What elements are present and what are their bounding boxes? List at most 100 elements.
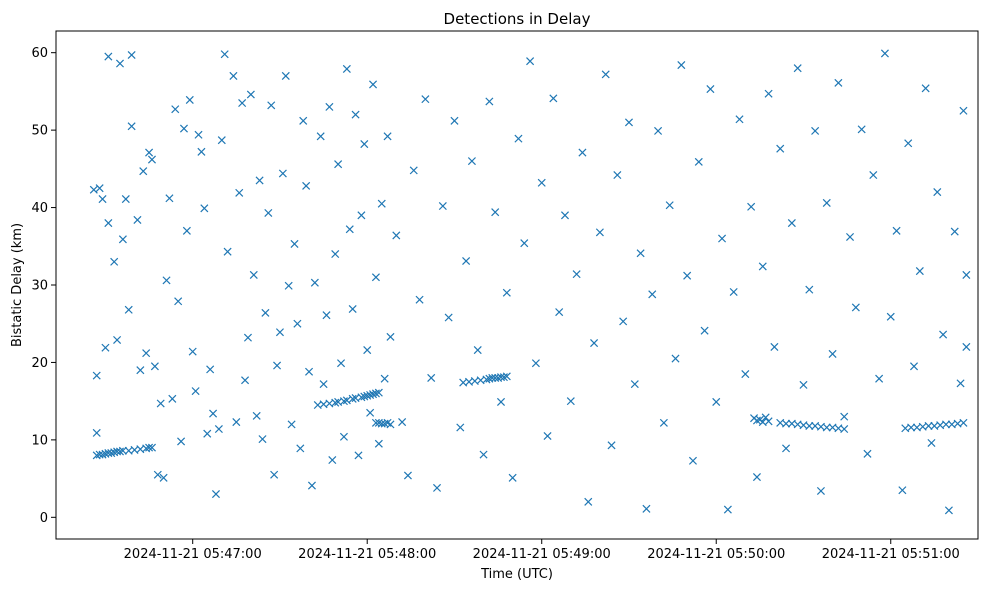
data-point-scatter bbox=[822, 198, 831, 207]
data-point-scatter bbox=[371, 273, 380, 282]
data-point-scatter bbox=[467, 157, 476, 166]
data-point-scatter bbox=[171, 105, 180, 114]
data-point-scatter bbox=[299, 116, 308, 125]
data-point-scatter bbox=[933, 188, 942, 197]
data-point-scatter bbox=[267, 101, 276, 110]
data-point-scatter bbox=[287, 420, 296, 429]
data-point-scatter bbox=[206, 365, 215, 374]
data-point-track bbox=[752, 416, 761, 425]
data-point-scatter bbox=[188, 347, 197, 356]
data-point-scatter bbox=[456, 423, 465, 432]
data-point-scatter bbox=[104, 219, 113, 228]
data-point-scatter bbox=[630, 380, 639, 389]
data-point-scatter bbox=[793, 64, 802, 73]
data-point-scatter bbox=[654, 126, 663, 135]
data-point-scatter bbox=[659, 418, 668, 427]
data-point-scatter bbox=[203, 429, 212, 438]
data-point-scatter bbox=[290, 239, 299, 248]
data-point-scatter bbox=[366, 408, 375, 417]
data-point-scatter bbox=[101, 343, 110, 352]
data-point-scatter bbox=[302, 181, 311, 190]
data-point-scatter bbox=[601, 70, 610, 79]
data-point-scatter bbox=[354, 451, 363, 460]
data-point-scatter bbox=[174, 297, 183, 306]
data-point-track bbox=[342, 396, 351, 405]
data-point-track bbox=[924, 421, 933, 430]
data-point-scatter bbox=[133, 215, 142, 224]
data-point-track bbox=[822, 423, 831, 432]
data-point-track bbox=[374, 388, 383, 397]
data-points bbox=[89, 49, 971, 515]
data-point-scatter bbox=[142, 349, 151, 358]
data-point-track bbox=[360, 392, 369, 401]
data-point-scatter bbox=[168, 394, 177, 403]
data-point-scatter bbox=[281, 71, 290, 80]
data-point-scatter bbox=[252, 411, 261, 420]
data-point-scatter bbox=[834, 78, 843, 87]
y-axis: 0 10 20 30 40 50 60 bbox=[31, 46, 56, 526]
data-point-scatter bbox=[473, 346, 482, 355]
y-tick-label: 10 bbox=[31, 433, 48, 448]
data-point-scatter bbox=[491, 208, 500, 217]
data-point-scatter bbox=[531, 359, 540, 368]
data-point-scatter bbox=[485, 97, 494, 106]
data-point-scatter bbox=[537, 178, 546, 187]
data-point-scatter bbox=[209, 409, 218, 418]
data-point-scatter bbox=[278, 169, 287, 178]
data-point-scatter bbox=[560, 211, 570, 220]
data-point-scatter bbox=[145, 148, 154, 157]
data-point-scatter bbox=[959, 106, 968, 115]
data-point-scatter bbox=[764, 89, 773, 98]
data-point-scatter bbox=[770, 342, 779, 351]
data-point-scatter bbox=[211, 490, 220, 499]
x-tick-label: 2024-11-21 05:51:00 bbox=[822, 547, 960, 562]
data-point-scatter bbox=[869, 171, 878, 180]
data-point-scatter bbox=[840, 412, 849, 421]
data-point-track bbox=[371, 389, 380, 398]
y-tick-label: 50 bbox=[31, 124, 48, 139]
data-point-scatter bbox=[127, 50, 136, 60]
data-point-scatter bbox=[502, 288, 511, 297]
data-point-scatter bbox=[348, 304, 357, 314]
data-point-scatter bbox=[636, 249, 645, 258]
data-point-scatter bbox=[904, 139, 913, 148]
data-point-track bbox=[761, 413, 770, 422]
data-point-scatter bbox=[162, 276, 171, 285]
data-point-scatter bbox=[136, 366, 145, 375]
data-point-scatter bbox=[863, 449, 872, 458]
data-point-scatter bbox=[334, 160, 343, 169]
data-point-track bbox=[502, 372, 511, 381]
data-point-scatter bbox=[392, 231, 401, 240]
data-point-scatter bbox=[110, 257, 119, 266]
data-point-track bbox=[941, 420, 951, 429]
data-point-scatter bbox=[104, 52, 113, 61]
data-point-scatter bbox=[520, 239, 529, 248]
data-point-scatter bbox=[115, 59, 125, 68]
data-point-scatter bbox=[156, 399, 165, 408]
data-point-scatter bbox=[217, 136, 226, 145]
data-point-scatter bbox=[939, 330, 948, 339]
data-point-scatter bbox=[648, 290, 657, 299]
data-point-scatter bbox=[139, 167, 148, 176]
data-point-scatter bbox=[342, 64, 351, 73]
data-point-scatter bbox=[124, 305, 133, 314]
x-axis: 2024-11-21 05:47:00 2024-11-21 05:48:00 20… bbox=[124, 539, 960, 562]
data-point-track bbox=[840, 425, 849, 434]
data-point-scatter bbox=[921, 84, 930, 93]
data-point-track bbox=[357, 393, 366, 402]
data-point-scatter bbox=[584, 497, 593, 506]
data-point-scatter bbox=[255, 176, 264, 185]
data-point-scatter bbox=[273, 361, 282, 370]
data-point-scatter bbox=[232, 418, 241, 427]
data-point-scatter bbox=[962, 270, 971, 279]
data-point-scatter bbox=[782, 444, 791, 453]
data-point-scatter bbox=[415, 295, 424, 304]
data-point-scatter bbox=[258, 435, 267, 444]
data-point-scatter bbox=[549, 94, 558, 103]
data-point-scatter bbox=[214, 425, 223, 434]
data-point-scatter bbox=[296, 444, 305, 453]
data-point-scatter bbox=[619, 317, 628, 326]
data-point-scatter bbox=[444, 313, 453, 322]
